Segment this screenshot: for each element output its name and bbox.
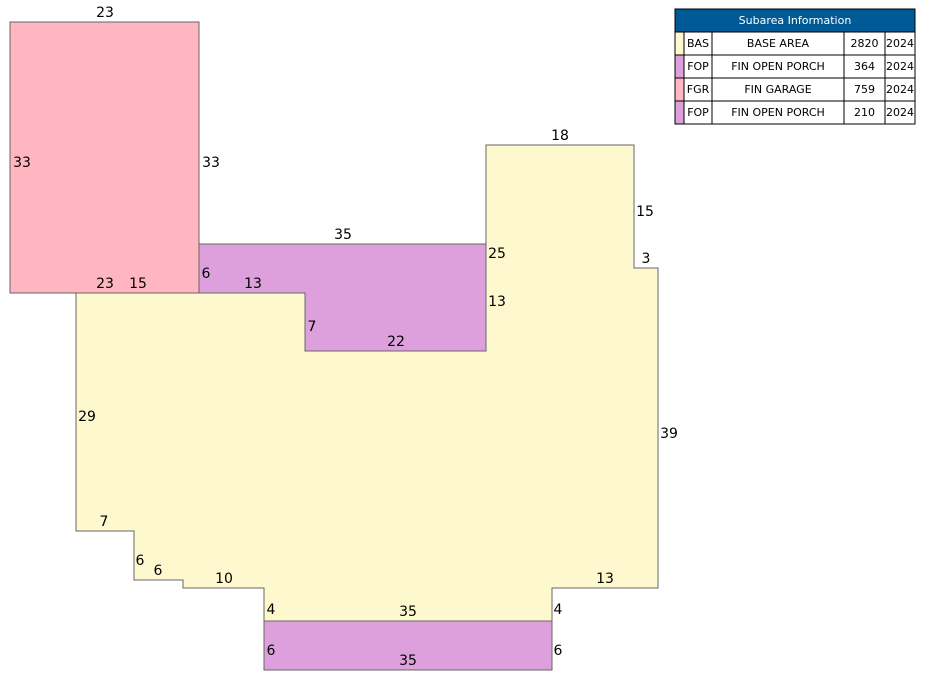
dimension-label: 35	[399, 604, 417, 620]
legend-cell-text: FOP	[687, 60, 709, 73]
legend-cell-text: BASE AREA	[747, 37, 810, 50]
dimension-label: 6	[267, 643, 276, 659]
dimension-label: 22	[387, 334, 405, 350]
dimension-label: 25	[488, 246, 506, 262]
dimension-label: 6	[554, 643, 563, 659]
legend-cell-text: 2024	[886, 83, 914, 96]
dimension-label: 15	[129, 276, 147, 292]
legend-cell	[884, 100, 916, 125]
legend-cell-text: 2024	[886, 106, 914, 119]
dimension-label: 13	[488, 294, 506, 310]
dimension-label: 39	[660, 426, 678, 442]
dimension-label: 3	[642, 251, 651, 267]
legend-cell-text: FIN OPEN PORCH	[731, 60, 825, 73]
dimension-label: 15	[636, 204, 654, 220]
dimension-label: 33	[13, 155, 31, 171]
garage-area	[9, 21, 200, 294]
legend-cell-text: FOP	[687, 106, 709, 119]
dimension-label: 4	[554, 602, 563, 618]
dimension-label: 7	[308, 319, 317, 335]
porch-area	[263, 620, 553, 671]
legend-cell-text: BAS	[687, 37, 709, 50]
dimension-label: 13	[596, 571, 614, 587]
legend-cell-text: FGR	[687, 83, 710, 96]
porch-area	[198, 243, 487, 352]
dimension-label: 6	[136, 553, 145, 569]
dimension-label: 13	[244, 276, 262, 292]
dimension-label: 33	[202, 155, 220, 171]
dimension-label: 6	[202, 266, 211, 282]
legend-swatch	[674, 54, 685, 79]
legend-cell-text: 759	[854, 83, 875, 96]
legend-cell-text: 2820	[851, 37, 879, 50]
dimension-label: 29	[78, 409, 96, 425]
dimension-label: 6	[154, 563, 163, 579]
legend-swatch	[674, 31, 685, 56]
legend-cell-text: 2024	[886, 37, 914, 50]
dimension-label: 7	[100, 514, 109, 530]
legend-cell-text: 364	[854, 60, 875, 73]
dimension-label: 23	[96, 5, 114, 21]
dimension-label: 4	[267, 602, 276, 618]
dimension-label: 35	[399, 653, 417, 669]
legend-cell-text: 210	[854, 106, 875, 119]
legend-cell-text: FIN OPEN PORCH	[731, 106, 825, 119]
legend-table: Subarea Information BAS BASE AREA 2820 2024…	[674, 8, 916, 125]
dimension-label: 23	[96, 276, 114, 292]
dimension-label: 10	[215, 571, 233, 587]
legend-swatch	[674, 100, 685, 125]
legend-title: Subarea Information	[739, 14, 852, 27]
dimension-label: 35	[334, 227, 352, 243]
legend-cell-text: 2024	[886, 60, 914, 73]
legend-cell-text: FIN GARAGE	[744, 83, 811, 96]
legend-swatch	[674, 77, 685, 102]
dimension-label: 18	[551, 128, 569, 144]
